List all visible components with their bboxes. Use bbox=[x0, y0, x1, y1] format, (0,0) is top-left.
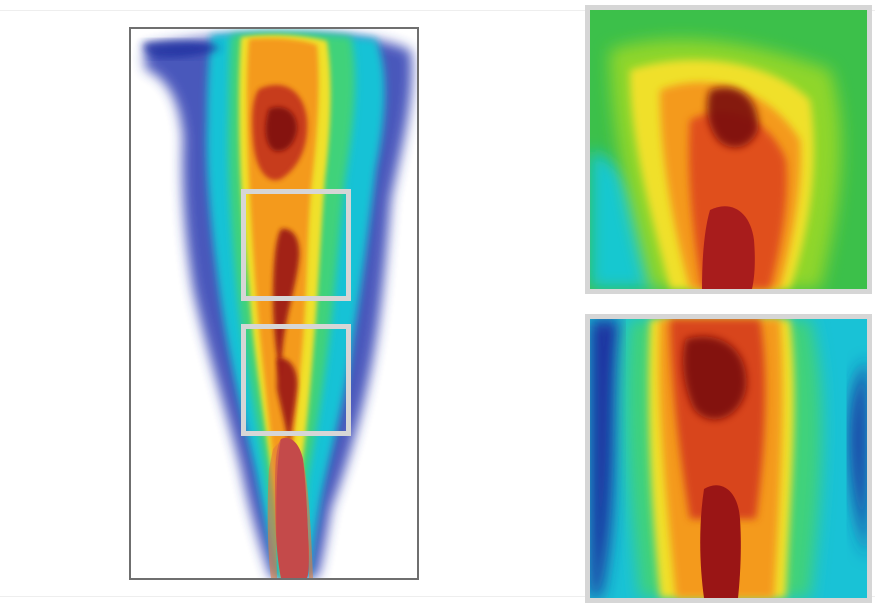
plume-overview-image bbox=[143, 32, 412, 578]
top-divider bbox=[0, 10, 875, 11]
overview-panel bbox=[129, 27, 419, 580]
bottom-divider bbox=[0, 596, 875, 597]
roi-upper-box bbox=[241, 189, 351, 301]
zoom-panel-upper bbox=[585, 5, 872, 294]
roi-lower-box bbox=[241, 324, 351, 436]
zoom-upper-image bbox=[590, 10, 867, 289]
zoom-panel-lower bbox=[585, 314, 872, 603]
zoom-lower-image bbox=[590, 319, 867, 598]
